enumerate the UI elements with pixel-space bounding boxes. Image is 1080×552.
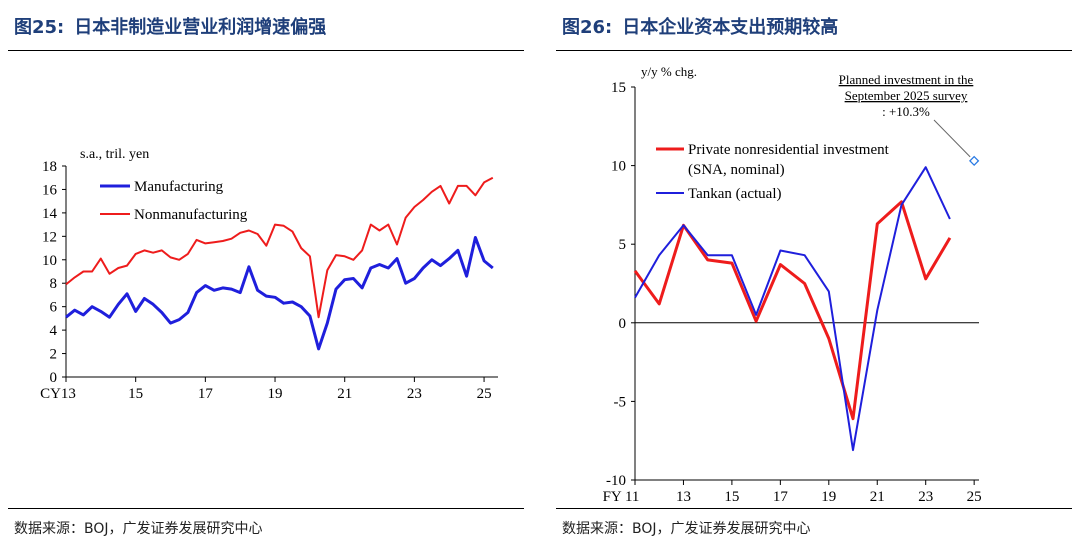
right-figure-title: 图26: 日本企业资本支出预期较高 — [562, 13, 838, 39]
y-axis-unit-label: s.a., tril. yen — [80, 147, 149, 162]
x-tick-label: 25 — [967, 489, 982, 505]
y-tick-label: 18 — [42, 159, 57, 175]
left-chart: 0 2 4 6 8 10 12 14 16 18 CY13 15 17 19 21 23 25 s.a., tri… — [40, 147, 498, 402]
y-tick-label: 0 — [50, 370, 58, 386]
x-tick-label: 21 — [337, 386, 352, 402]
series-line-manufacturing — [65, 236, 494, 351]
y-tick-label: 10 — [611, 159, 626, 175]
right-title-rule — [556, 50, 1072, 51]
y-tick-label: -10 — [606, 473, 626, 489]
left-title-rule — [8, 50, 524, 51]
y-tick-label: 10 — [42, 253, 57, 269]
right-panel: 图26: 日本企业资本支出预期较高 -10 -5 0 5 10 15 FY 11 13 15 17 1… — [556, 0, 1074, 552]
left-source: 数据来源：BOJ，广发证券发展研究中心 — [14, 521, 263, 537]
legend-label-nonmanufacturing: Nonmanufacturing — [134, 207, 248, 223]
right-chart: -10 -5 0 5 10 15 FY 11 13 15 17 19 21 23 25 y/y % chg.… — [603, 64, 982, 505]
y-tick-label: 14 — [42, 206, 58, 222]
legend-label-private-investment-2: (SNA, nominal) — [688, 162, 785, 178]
x-tick-label: 17 — [198, 386, 214, 402]
planned-investment-marker — [968, 155, 980, 167]
left-bottom-rule — [8, 508, 524, 509]
x-tick-label: 23 — [918, 489, 933, 505]
left-figure-title: 图25: 日本非制造业营业利润增速偏强 — [14, 13, 326, 39]
y-tick-label: 2 — [50, 347, 58, 363]
series-line-private-investment — [633, 200, 952, 421]
x-tick-label: 19 — [268, 386, 283, 402]
right-source: 数据来源：BOJ，广发证券发展研究中心 — [562, 521, 811, 537]
legend-label-manufacturing: Manufacturing — [134, 179, 224, 195]
y-tick-label: 0 — [619, 316, 627, 332]
right-bottom-rule — [556, 508, 1072, 509]
x-tick-label: 19 — [821, 489, 836, 505]
annotation-line-2: September 2025 survey — [845, 88, 968, 103]
series-line-tankan — [634, 166, 951, 452]
x-tick-label: 15 — [128, 386, 143, 402]
legend-label-tankan: Tankan (actual) — [688, 186, 781, 202]
left-figure-number: 图25: — [14, 17, 65, 38]
x-tick-label: 23 — [407, 386, 422, 402]
y-tick-label: -5 — [614, 394, 627, 410]
legend-label-private-investment: Private nonresidential investment — [688, 142, 890, 158]
x-tick-label: 13 — [676, 489, 691, 505]
x-tick-label: 17 — [773, 489, 789, 505]
left-figure-caption: 日本非制造业营业利润增速偏强 — [74, 17, 327, 38]
y-axis-unit-label: y/y % chg. — [641, 64, 697, 79]
x-tick-label: 25 — [477, 386, 492, 402]
y-tick-label: 16 — [42, 182, 58, 198]
x-tick-label: FY 11 — [603, 489, 640, 505]
right-figure-caption: 日本企业资本支出预期较高 — [622, 17, 839, 38]
y-tick-label: 4 — [50, 323, 58, 339]
y-tick-label: 15 — [611, 80, 626, 96]
y-tick-label: 6 — [50, 300, 58, 316]
annotation-value: : +10.3% — [882, 104, 930, 119]
right-figure-number: 图26: — [562, 17, 613, 38]
y-tick-label: 8 — [50, 276, 58, 292]
x-tick-label: CY13 — [40, 386, 76, 402]
y-tick-label: 5 — [619, 237, 627, 253]
left-panel: 图25: 日本非制造业营业利润增速偏强 0 2 4 6 8 10 12 14 16 18 CY13 15… — [8, 0, 526, 552]
x-tick-label: 21 — [870, 489, 885, 505]
annotation-line-1: Planned investment in the — [839, 72, 974, 87]
series-line-nonmanufacturing — [65, 176, 494, 319]
annotation-leader-line — [933, 119, 971, 158]
x-tick-label: 15 — [724, 489, 739, 505]
y-tick-label: 12 — [42, 229, 57, 245]
